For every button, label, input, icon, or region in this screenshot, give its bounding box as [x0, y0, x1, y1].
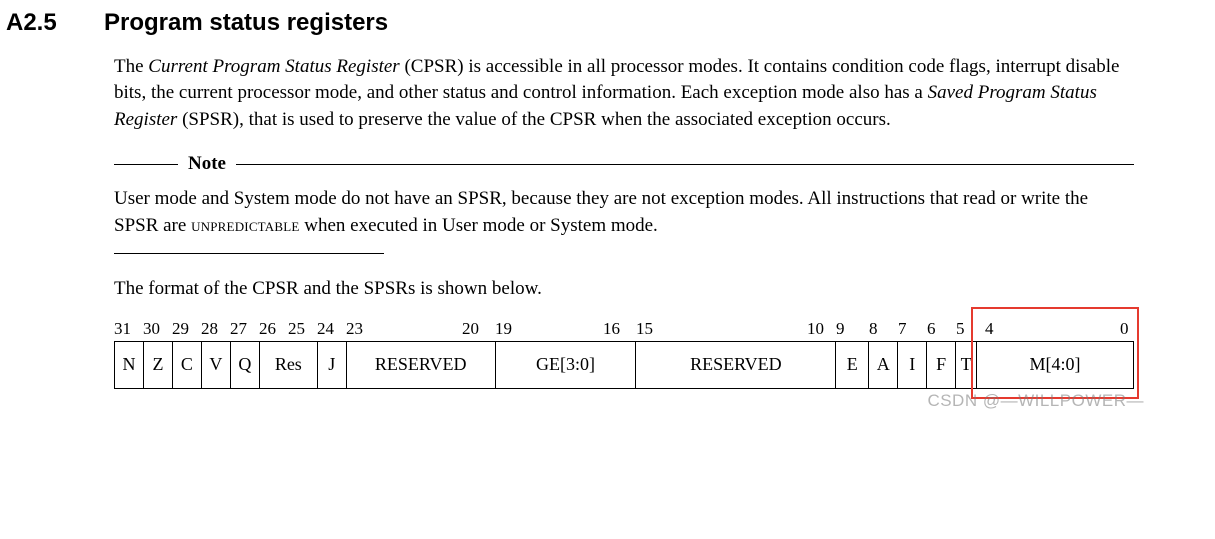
- bit-number: 9: [836, 317, 845, 341]
- bit-diagram: 31302928272625242320191615109876540 NZCV…: [114, 317, 1134, 389]
- para-cpsr: The Current Program Status Register (CPS…: [114, 54, 1134, 134]
- bit-field: C: [172, 341, 201, 389]
- bit-numbers-row: 31302928272625242320191615109876540: [114, 317, 1134, 337]
- bit-number: 7: [898, 317, 907, 341]
- bit-number: 23: [346, 317, 363, 341]
- bit-field: M[4:0]: [976, 341, 1134, 389]
- body-content: The Current Program Status Register (CPS…: [114, 54, 1134, 389]
- bit-field: RESERVED: [346, 341, 495, 389]
- bit-field: Q: [230, 341, 259, 389]
- bit-field: J: [317, 341, 346, 389]
- para-format: The format of the CPSR and the SPSRs is …: [114, 276, 1134, 303]
- bit-field: Z: [143, 341, 172, 389]
- note-block: Note User mode and System mode do not ha…: [114, 151, 1134, 254]
- text: when executed in User mode or System mod…: [300, 215, 658, 236]
- bit-number: 31: [114, 317, 131, 341]
- section-title: Program status registers: [104, 9, 388, 36]
- bit-number: 5: [956, 317, 965, 341]
- section-number: A2.5: [6, 6, 104, 40]
- bit-number: 29: [172, 317, 189, 341]
- watermark: CSDN @—WILLPOWER—: [927, 389, 1144, 413]
- bit-number: 0: [1120, 317, 1129, 341]
- bit-number: 25: [288, 317, 305, 341]
- bit-number: 8: [869, 317, 878, 341]
- bit-field: Res: [259, 341, 317, 389]
- bit-number: 20: [462, 317, 479, 341]
- section-heading: A2.5Program status registers: [6, 6, 1191, 40]
- bit-number: 28: [201, 317, 218, 341]
- bit-number: 24: [317, 317, 334, 341]
- bit-number: 6: [927, 317, 936, 341]
- bit-number: 4: [985, 317, 994, 341]
- note-label: Note: [188, 151, 226, 178]
- text: (SPSR), that is used to preserve the val…: [177, 109, 890, 130]
- bit-field: A: [868, 341, 897, 389]
- bit-number: 15: [636, 317, 653, 341]
- bit-field: E: [835, 341, 868, 389]
- unpredictable: unpredictable: [191, 215, 299, 236]
- bit-number: 27: [230, 317, 247, 341]
- bit-number: 10: [807, 317, 824, 341]
- bit-number: 30: [143, 317, 160, 341]
- rule: [114, 164, 178, 165]
- bit-field: V: [201, 341, 230, 389]
- bit-number: 26: [259, 317, 276, 341]
- bit-field: F: [926, 341, 955, 389]
- bit-fields-row: NZCVQResJRESERVEDGE[3:0]RESERVEDEAIFTM[4…: [114, 341, 1134, 389]
- bit-field: RESERVED: [635, 341, 835, 389]
- note-rule-bottom: [114, 253, 384, 254]
- rule: [236, 164, 1134, 165]
- bit-field: N: [114, 341, 143, 389]
- bit-field: T: [955, 341, 976, 389]
- bit-field: I: [897, 341, 926, 389]
- note-rule-top: Note: [114, 151, 1134, 178]
- term-cpsr: Current Program Status Register: [148, 56, 399, 77]
- bit-number: 16: [603, 317, 620, 341]
- text: The: [114, 56, 148, 77]
- note-text: User mode and System mode do not have an…: [114, 186, 1134, 239]
- bit-field: GE[3:0]: [495, 341, 636, 389]
- bit-number: 19: [495, 317, 512, 341]
